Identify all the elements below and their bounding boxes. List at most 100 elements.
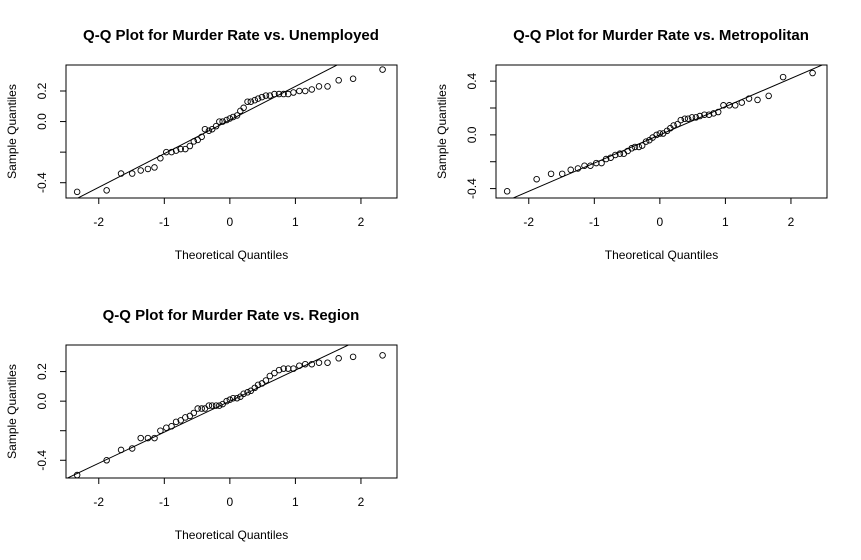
- data-point: [681, 115, 689, 122]
- data-point: [308, 86, 316, 93]
- data-point: [208, 125, 216, 133]
- data-point: [574, 165, 582, 172]
- x-tick-label: 2: [358, 495, 365, 509]
- data-point: [677, 116, 685, 124]
- data-point: [205, 127, 213, 134]
- data-point: [172, 418, 180, 426]
- data-point: [296, 362, 303, 369]
- data-point: [244, 98, 251, 105]
- data-point: [251, 96, 259, 104]
- data-point: [233, 112, 241, 119]
- data-point: [240, 104, 247, 112]
- data-point: [229, 113, 237, 121]
- x-tick-label: -2: [93, 495, 104, 509]
- x-tick-label: -2: [523, 215, 534, 229]
- data-point: [315, 83, 323, 90]
- data-point: [177, 417, 184, 424]
- data-point: [198, 133, 205, 141]
- y-tick-label: 0.0: [35, 113, 49, 130]
- data-point: [194, 136, 201, 144]
- data-point: [117, 446, 125, 454]
- data-point: [262, 377, 270, 384]
- data-point: [103, 457, 110, 464]
- data-point: [290, 89, 297, 96]
- x-tick-label: -1: [159, 495, 170, 509]
- data-point: [335, 355, 342, 362]
- data-point: [349, 353, 357, 361]
- data-point: [151, 434, 158, 442]
- data-point: [182, 145, 189, 153]
- data-point: [226, 396, 234, 403]
- data-point: [190, 409, 198, 417]
- y-axis-label: Sample Quantiles: [5, 364, 19, 459]
- data-point: [262, 92, 270, 99]
- data-point: [547, 170, 555, 178]
- data-point: [186, 142, 194, 150]
- data-point: [701, 111, 708, 118]
- data-point: [714, 108, 722, 116]
- data-point: [275, 366, 283, 374]
- x-tick-label: -2: [93, 215, 104, 229]
- data-point: [290, 365, 297, 372]
- data-point: [157, 427, 164, 434]
- data-point: [247, 98, 255, 105]
- data-point: [205, 402, 213, 409]
- data-point: [128, 445, 136, 452]
- data-point: [280, 365, 287, 372]
- data-point: [168, 148, 175, 156]
- data-point: [266, 92, 274, 99]
- data-point: [168, 423, 175, 430]
- x-tick-label: -1: [159, 215, 170, 229]
- data-point: [194, 405, 201, 412]
- data-point: [598, 159, 605, 167]
- x-axis-label: Theoretical Quantiles: [605, 248, 718, 262]
- data-point: [324, 359, 331, 366]
- data-point: [567, 166, 574, 174]
- data-point: [172, 147, 180, 154]
- data-point: [738, 99, 746, 106]
- data-point: [674, 120, 681, 128]
- data-point: [731, 102, 739, 109]
- data-point: [620, 150, 628, 157]
- data-point: [653, 131, 660, 139]
- data-point: [151, 164, 158, 171]
- y-tick-label: 0.4: [465, 72, 479, 89]
- data-point: [684, 115, 692, 122]
- y-tick-label: -0.4: [35, 172, 49, 193]
- qq-plot-panel-2: Q-Q Plot for Murder Rate vs. Metropolita…: [435, 27, 828, 262]
- data-point: [296, 87, 303, 95]
- data-point: [254, 95, 262, 102]
- data-point: [163, 424, 170, 432]
- data-point: [765, 92, 772, 100]
- data-point: [275, 90, 283, 98]
- data-point: [315, 359, 323, 366]
- y-axis-label: Sample Quantiles: [435, 84, 449, 179]
- data-point: [103, 187, 110, 194]
- data-point: [587, 162, 594, 170]
- x-tick-label: 2: [358, 215, 365, 229]
- x-axis-label: Theoretical Quantiles: [175, 248, 288, 262]
- chart-title: Q-Q Plot for Murder Rate vs. Unemployed: [83, 27, 379, 44]
- data-point: [379, 66, 386, 73]
- data-point: [212, 122, 220, 130]
- data-point: [809, 69, 816, 77]
- x-tick-label: 2: [788, 215, 795, 229]
- data-point: [503, 188, 511, 195]
- data-point: [201, 405, 209, 412]
- qq-plot-panel-1: Q-Q Plot for Murder Rate vs. Unemployed -…: [5, 27, 398, 262]
- qq-plot-panel-3: Q-Q Plot for Murder Rate vs. Region -2 -1 0…: [5, 307, 398, 542]
- y-tick-label: 0.0: [465, 126, 479, 143]
- qq-reference-line: [511, 65, 824, 198]
- data-point: [244, 389, 251, 396]
- data-point: [216, 118, 223, 125]
- data-point: [137, 167, 144, 174]
- data-point: [710, 110, 717, 117]
- y-tick-label: -0.4: [35, 450, 49, 471]
- data-point: [271, 369, 278, 377]
- plot-frame: [65, 344, 398, 479]
- x-tick-label: 0: [227, 215, 234, 229]
- data-point: [754, 96, 761, 104]
- data-point: [73, 471, 81, 479]
- data-point: [628, 145, 635, 152]
- data-point: [670, 122, 677, 129]
